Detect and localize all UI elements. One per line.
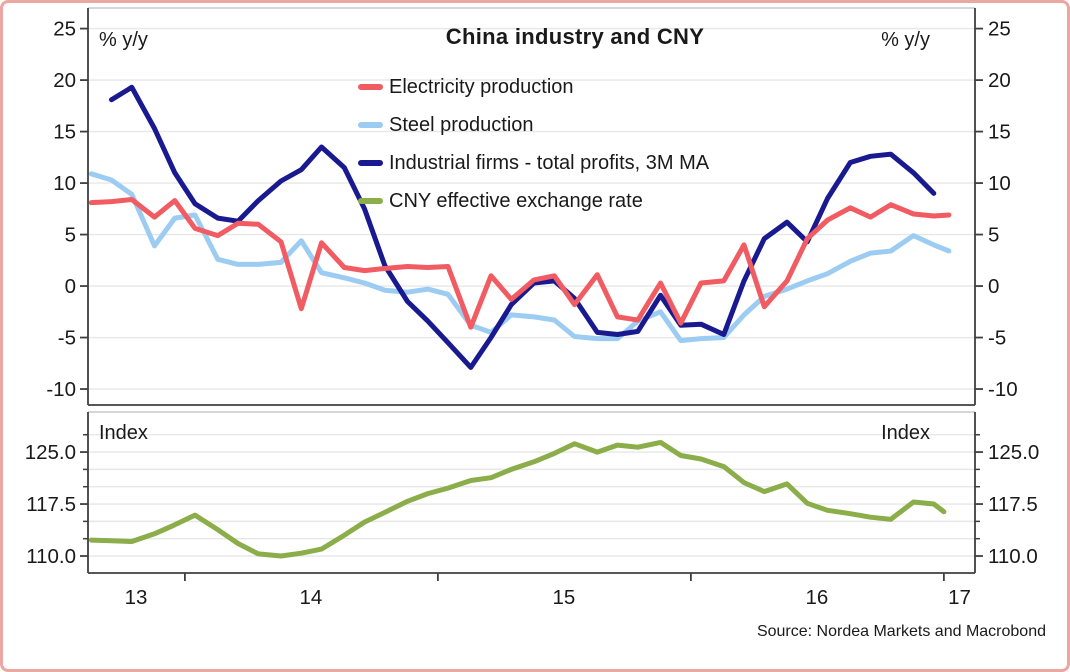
top-ytick-label-right: 20 <box>988 69 1011 92</box>
series-line-electricity-production <box>88 197 952 330</box>
source-note: Source: Nordea Markets and Macrobond <box>756 623 1046 640</box>
series-line-industrial-firms-total-profits-3m-ma <box>109 84 937 370</box>
legend-label: CNY effective exchange rate <box>389 189 643 212</box>
xtick-label: 15 <box>552 586 575 609</box>
top-ytick-label-left: -5 <box>58 327 76 350</box>
xtick-label: 13 <box>125 586 148 609</box>
top-ytick-label-left: 0 <box>65 275 76 298</box>
top-ytick-label-right: 25 <box>988 18 1011 41</box>
top-ytick-label-right: 15 <box>988 121 1011 144</box>
top-ytick-label-left: 25 <box>53 18 76 41</box>
panel-frames <box>87 7 976 574</box>
top-ytick-label-left: 5 <box>65 224 76 247</box>
bottom-ytick-label-right: 117.5 <box>988 493 1038 516</box>
series-line-steel-production <box>88 171 952 344</box>
cny-line-swatch-icon <box>358 198 383 204</box>
top-ytick-label-left: -10 <box>46 378 76 401</box>
xtick-label: 14 <box>299 586 322 609</box>
legend-label: Industrial firms - total profits, 3M MA <box>389 151 710 174</box>
xtick-label: 17 <box>948 586 971 609</box>
legend-item-industrial-profits: Industrial firms - total profits, 3M MA <box>358 144 709 182</box>
top-panel-unit-label-right: % y/y <box>881 29 930 51</box>
series-lines <box>88 84 952 559</box>
top-ytick-label-left: 15 <box>53 121 76 144</box>
xtick-label: 16 <box>805 586 828 609</box>
steel-line-swatch-icon <box>358 122 383 128</box>
axis-tick-labels: 25 25 20 20 15 15 10 10 5 5 0 0 -5 -5 -10 -10 125.0 125.0… <box>25 18 1040 609</box>
top-panel-unit-label-left: % y/y <box>99 29 148 51</box>
legend-item-electricity: Electricity production <box>358 68 709 106</box>
bottom-ytick-label-right: 125.0 <box>988 441 1039 464</box>
bottom-ytick-label-left: 117.5 <box>26 493 76 516</box>
series-line-cny-effective-exchange-rate <box>88 439 947 559</box>
bottom-ytick-label-left: 110.0 <box>26 545 76 568</box>
bottom-ytick-label-right: 110.0 <box>988 545 1038 568</box>
top-ytick-label-right: 5 <box>988 224 999 247</box>
chart-title: China industry and CNY <box>445 24 705 49</box>
legend: Electricity production Steel production … <box>358 68 709 220</box>
bottom-panel-unit-label-left: Index <box>99 422 148 444</box>
top-ytick-label-right: -5 <box>988 327 1006 350</box>
top-ytick-label-right: 10 <box>988 172 1011 195</box>
legend-label: Electricity production <box>389 75 574 98</box>
legend-item-cny: CNY effective exchange rate <box>358 182 709 220</box>
top-ytick-label-left: 10 <box>53 172 76 195</box>
bottom-panel-unit-label-right: Index <box>881 422 930 444</box>
industrial-profits-line-swatch-icon <box>358 160 383 166</box>
legend-label: Steel production <box>389 113 534 136</box>
top-ytick-label-right: 0 <box>988 275 999 298</box>
top-ytick-label-left: 20 <box>53 69 76 92</box>
top-ytick-label-right: -10 <box>988 378 1018 401</box>
legend-item-steel: Steel production <box>358 106 709 144</box>
electricity-line-swatch-icon <box>358 84 383 90</box>
bottom-ytick-label-left: 125.0 <box>25 441 76 464</box>
